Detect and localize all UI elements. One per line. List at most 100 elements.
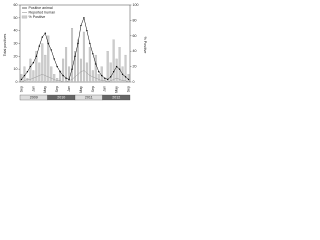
y2-tick-label: 60 (133, 34, 137, 38)
x-tick-label: Sep (19, 86, 23, 92)
bar (41, 43, 44, 83)
marker (109, 76, 112, 78)
x-tick-label: Jan (31, 86, 35, 92)
marker (115, 65, 118, 68)
marker (127, 78, 130, 81)
marker (68, 78, 70, 81)
x-tick-label: Jan (103, 86, 107, 92)
legend-label: % Positive (29, 15, 46, 19)
bar (38, 62, 41, 83)
x-tick-label: Sep (91, 86, 95, 92)
bar (32, 70, 35, 83)
bar (53, 74, 56, 83)
bar (82, 31, 85, 83)
bar (100, 66, 103, 83)
marker (95, 63, 97, 65)
y-tick-label: 60 (14, 3, 18, 7)
marker (59, 71, 61, 73)
bar (88, 47, 91, 83)
bar (106, 51, 109, 83)
marker (44, 32, 46, 34)
bar (124, 54, 127, 83)
x-tick-label: May (79, 86, 83, 93)
bar (47, 35, 50, 83)
marker (56, 65, 58, 68)
bar (29, 58, 32, 83)
marker (74, 55, 76, 58)
bar (56, 78, 59, 83)
marker (20, 78, 23, 81)
bar (79, 58, 82, 83)
x-tick-label: Jan (67, 86, 71, 92)
y2-tick-label: 100 (133, 3, 139, 7)
bar (65, 47, 68, 83)
y2-tick-label: 40 (133, 49, 137, 53)
x-tick-label: Sep (55, 86, 59, 92)
marker (92, 53, 94, 55)
marker (89, 42, 91, 45)
legend-label: Positive animal (29, 6, 53, 10)
bar (62, 58, 65, 83)
marker (101, 74, 103, 77)
marker (71, 68, 73, 70)
legend-label: Reported human (29, 10, 56, 14)
year-box (102, 94, 131, 101)
y2-tick-label: 0 (133, 80, 135, 84)
marker (86, 29, 88, 32)
marker (41, 36, 43, 38)
marker (47, 42, 49, 45)
bar (50, 66, 53, 83)
bar (20, 74, 23, 83)
y-tick-label: 0 (16, 80, 18, 84)
bar (115, 58, 118, 83)
bar (109, 62, 112, 83)
marker (77, 42, 79, 45)
y-tick-label: 50 (14, 16, 18, 20)
marker (107, 78, 109, 81)
bar (97, 74, 100, 83)
marker (29, 65, 32, 68)
bar (59, 70, 62, 83)
marker (53, 58, 55, 60)
bar (71, 28, 74, 83)
bar (112, 39, 115, 83)
marker (104, 77, 106, 79)
y-tick-label: 40 (14, 29, 18, 33)
bar (127, 74, 130, 83)
y2-axis-title: % Positive (143, 37, 147, 54)
marker (118, 68, 121, 70)
year-label: 2010 (57, 96, 65, 100)
legend-swatch (21, 15, 28, 19)
bar (35, 51, 38, 83)
chart: Total positives % Positive 0 10 20 30 40 50 60… (3, 3, 147, 101)
year-label: 2009 (30, 96, 38, 100)
x-tick-label: Sep (126, 86, 130, 92)
marker (65, 77, 67, 79)
y-tick-label: 10 (14, 67, 18, 71)
marker (83, 17, 85, 19)
y2-tick-label: 20 (133, 65, 137, 69)
bar (74, 51, 76, 83)
marker (35, 55, 38, 58)
y-tick-label: 30 (14, 41, 18, 45)
marker (38, 45, 41, 47)
bar (68, 66, 71, 83)
marker (98, 71, 100, 73)
year-label: 2012 (112, 96, 120, 100)
marker (62, 74, 64, 77)
y-axis-title: Total positives (3, 34, 7, 57)
y-tick-label: 20 (14, 54, 18, 58)
bar (94, 54, 97, 83)
marker (26, 71, 29, 73)
marker (50, 49, 52, 51)
year-label: 2011 (85, 96, 93, 100)
bar (23, 66, 26, 83)
marker (23, 74, 26, 77)
bar (76, 39, 79, 83)
marker (32, 62, 35, 64)
line (21, 70, 129, 83)
marker (121, 73, 124, 76)
bar (118, 47, 121, 83)
y2-tick-label: 80 (133, 18, 137, 22)
bar (26, 78, 29, 83)
